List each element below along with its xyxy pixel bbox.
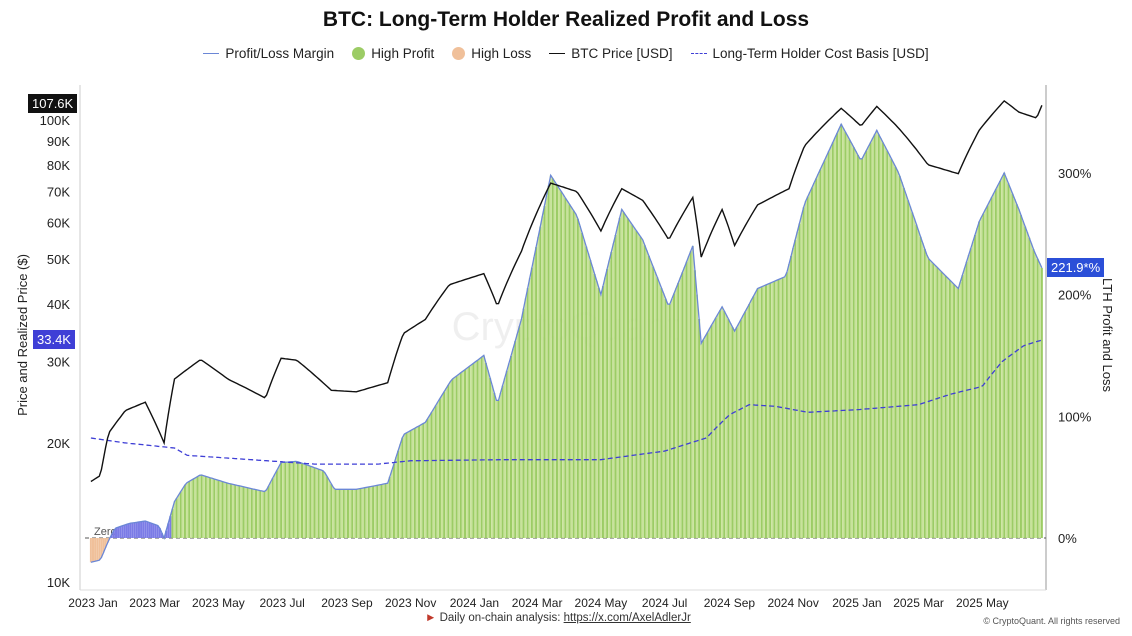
legend-line-icon xyxy=(203,53,220,54)
margin-bars xyxy=(89,124,1043,563)
x-tick-label: 2023 Nov xyxy=(385,596,436,610)
y-axis-title: Price and Realized Price ($) xyxy=(15,254,30,416)
x-tick-label: 2023 May xyxy=(192,596,245,610)
x-tick-label: 2025 Mar xyxy=(893,596,944,610)
btc-price-line xyxy=(90,99,1043,483)
legend-item-margin[interactable]: Profit/Loss Margin xyxy=(203,46,334,61)
legend: Profit/Loss Margin High Profit High Loss… xyxy=(0,46,1132,61)
y-tick-label: 100K xyxy=(40,113,71,128)
y2-tick-label: 300% xyxy=(1058,166,1092,181)
price-value-badge: 107.6K xyxy=(28,94,78,113)
y2-tick-label: 200% xyxy=(1058,288,1092,303)
y2-tick-label: 100% xyxy=(1058,409,1092,424)
cost-basis-line xyxy=(90,339,1043,465)
x-tick-label: 2023 Mar xyxy=(129,596,180,610)
margin-value-badge: 221.9*% xyxy=(1047,258,1105,277)
y-tick-label: 20K xyxy=(47,436,70,451)
chart-title: BTC: Long-Term Holder Realized Profit an… xyxy=(322,8,810,31)
cost-basis-value-badge: 33.4K xyxy=(33,330,75,349)
y-tick-label: 80K xyxy=(47,158,70,173)
copyright: © CryptoQuant. All rights reserved xyxy=(983,616,1120,626)
legend-label: Profit/Loss Margin xyxy=(225,46,335,61)
x-tick-label: 2025 Jan xyxy=(832,596,881,610)
y-tick-label: 70K xyxy=(47,185,70,200)
footer-link[interactable]: https://x.com/AxelAdlerJr xyxy=(563,612,691,624)
legend-item-high-loss[interactable]: High Loss xyxy=(452,46,531,61)
y-tick-label: 10K xyxy=(47,575,70,590)
y-tick-label: 40K xyxy=(47,297,70,312)
legend-label: High Loss xyxy=(471,46,532,61)
legend-dash-icon xyxy=(690,53,707,54)
y-tick-label: 60K xyxy=(47,215,70,230)
margin-line xyxy=(90,122,1043,563)
x-tick-label: 2024 Sep xyxy=(704,596,756,610)
legend-label: BTC Price [USD] xyxy=(571,46,673,61)
legend-dot-icon xyxy=(452,47,466,60)
flag-icon: ► xyxy=(425,612,437,624)
legend-item-btc-price[interactable]: BTC Price [USD] xyxy=(549,46,673,61)
y-tick-label: 50K xyxy=(47,252,70,267)
y-tick-label: 30K xyxy=(47,355,70,370)
y-tick-label: 90K xyxy=(47,134,70,149)
legend-item-high-profit[interactable]: High Profit xyxy=(352,46,434,61)
legend-label: Long-Term Holder Cost Basis [USD] xyxy=(712,46,929,61)
x-tick-label: 2024 May xyxy=(575,596,628,610)
x-tick-label: 2025 May xyxy=(956,596,1009,610)
legend-item-cost-basis[interactable]: Long-Term Holder Cost Basis [USD] xyxy=(690,46,929,61)
x-tick-label: 2023 Sep xyxy=(321,596,373,610)
x-tick-label: 2024 Mar xyxy=(512,596,563,610)
x-tick-label: 2024 Jul xyxy=(642,596,687,610)
legend-label: High Profit xyxy=(371,46,435,61)
x-tick-label: 2023 Jul xyxy=(259,596,304,610)
x-tick-label: 2024 Nov xyxy=(767,596,818,610)
footer-text: Daily on-chain analysis: xyxy=(439,612,564,624)
legend-line-icon xyxy=(549,53,566,54)
legend-dot-icon xyxy=(352,47,366,60)
x-tick-label: 2024 Jan xyxy=(450,596,499,610)
footer: ► Daily on-chain analysis: https://x.com… xyxy=(425,612,691,624)
x-tick-label: 2023 Jan xyxy=(68,596,117,610)
y2-axis-title: LTH Profit and Loss xyxy=(1100,278,1115,392)
y2-tick-label: 0% xyxy=(1058,531,1077,546)
